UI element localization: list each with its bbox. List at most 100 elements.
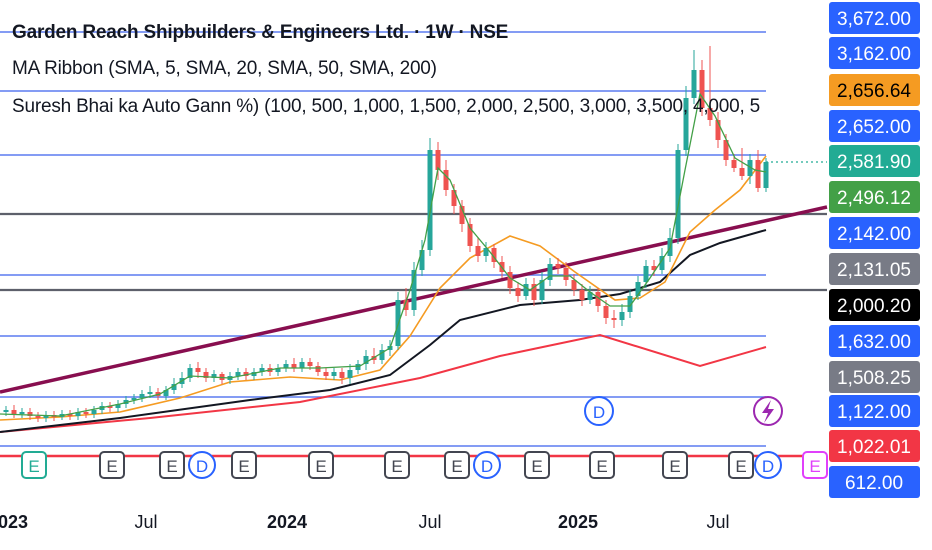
candle-up: [763, 158, 769, 192]
candle-down: [475, 238, 481, 262]
svg-text:D: D: [481, 457, 493, 476]
candle-up: [43, 411, 49, 422]
candle-up: [275, 364, 281, 376]
candle-down: [339, 368, 345, 384]
candle-up: [91, 406, 97, 418]
price-scale-label: 2,142.00: [829, 217, 920, 249]
candle-down: [555, 258, 561, 274]
svg-text:2,142.00: 2,142.00: [837, 224, 911, 245]
svg-text:2,652.00: 2,652.00: [837, 117, 911, 138]
svg-text:E: E: [669, 457, 680, 476]
candle-down: [595, 288, 601, 312]
candle-up: [539, 272, 545, 304]
candle-up: [587, 286, 593, 304]
earnings-event-marker: E: [662, 451, 688, 479]
svg-text:1,122.00: 1,122.00: [837, 402, 911, 423]
candle-up: [635, 276, 641, 300]
earnings-event-marker: E: [231, 451, 257, 479]
svg-text:E: E: [391, 457, 402, 476]
candle-up: [259, 364, 265, 376]
x-tick-label: Jul: [134, 512, 157, 532]
candle-up: [691, 50, 697, 104]
candle-up: [355, 360, 361, 374]
candle-up: [115, 400, 121, 412]
candle-down: [531, 278, 537, 306]
candle-down: [707, 46, 713, 126]
svg-text:D: D: [196, 457, 208, 476]
sma-20-line: [0, 155, 767, 421]
sma-200-line: [0, 333, 767, 433]
candle-up: [363, 350, 369, 370]
x-tick-label: 2024: [267, 512, 307, 532]
x-tick-label: Jul: [418, 512, 441, 532]
candle-down: [515, 282, 521, 302]
svg-text:E: E: [596, 457, 607, 476]
candle-down: [579, 284, 585, 306]
x-tick-label: Jul: [706, 512, 729, 532]
candle-down: [651, 260, 657, 276]
x-tick-label: 2025: [558, 512, 598, 532]
candle-up: [379, 344, 385, 364]
earnings-event-marker: E: [99, 451, 125, 479]
price-scale-label: 1,632.00: [829, 325, 920, 357]
candle-up: [139, 390, 145, 402]
sma-50-line: [0, 229, 767, 433]
candle-down: [35, 412, 41, 422]
svg-text:1,508.25: 1,508.25: [837, 368, 911, 389]
svg-text:E: E: [809, 457, 820, 476]
svg-text:1,632.00: 1,632.00: [837, 332, 911, 353]
candle-down: [459, 200, 465, 232]
candle-up: [547, 258, 553, 286]
candle-up: [675, 144, 681, 244]
price-scale-label: 612.00: [829, 466, 920, 498]
earnings-event-marker: E: [308, 451, 334, 479]
candle-up: [211, 370, 217, 382]
price-scale-label: 1,022.01: [829, 430, 920, 462]
ma-ribbon-legend[interactable]: MA Ribbon (SMA, 5, SMA, 20, SMA, 50, SMA…: [12, 58, 437, 79]
candle-down: [195, 362, 201, 378]
candle-down: [507, 266, 513, 294]
svg-text:3,162.00: 3,162.00: [837, 44, 911, 65]
svg-text:E: E: [166, 457, 177, 476]
symbol-title[interactable]: Garden Reach Shipbuilders & Engineers Lt…: [12, 22, 509, 43]
candle-up: [419, 240, 425, 276]
x-tick-label: 2023: [0, 512, 28, 532]
price-scale-label: 2,652.00: [829, 110, 920, 142]
svg-text:2,000.20: 2,000.20: [837, 296, 911, 317]
candle-down: [699, 60, 705, 116]
candle-down: [203, 368, 209, 382]
earnings-event-marker: E: [159, 451, 185, 479]
price-scale-label: 1,122.00: [829, 395, 920, 427]
gann-legend[interactable]: Suresh Bhai ka Auto Gann %) (100, 500, 1…: [12, 96, 761, 117]
dividend-marker: D: [584, 396, 614, 426]
candle-down: [611, 310, 617, 328]
candle-up: [131, 394, 137, 404]
earnings-event-marker: E: [589, 451, 615, 479]
price-scale-label: 2,496.12: [829, 181, 920, 213]
svg-text:2,131.05: 2,131.05: [837, 260, 911, 281]
candle-down: [291, 358, 297, 372]
svg-text:612.00: 612.00: [845, 473, 903, 494]
candle-down: [243, 368, 249, 380]
candle-down: [571, 274, 577, 296]
price-scale-label: 2,131.05: [829, 253, 920, 285]
candle-down: [715, 112, 721, 148]
earnings-event-marker: E: [444, 451, 470, 479]
price-scale-label: 3,672.00: [829, 2, 920, 34]
candle-down: [435, 142, 441, 180]
candle-up: [619, 304, 625, 326]
candle-up: [483, 242, 489, 262]
price-scale-label: 2,000.20: [829, 289, 920, 321]
candle-down: [467, 218, 473, 252]
candle-up: [427, 138, 433, 256]
candle-down: [83, 408, 89, 418]
earnings-event-marker: E: [384, 451, 410, 479]
svg-text:E: E: [315, 457, 326, 476]
candle-down: [315, 362, 321, 376]
svg-text:2,581.90: 2,581.90: [837, 152, 911, 173]
svg-text:E: E: [531, 457, 542, 476]
candle-down: [323, 368, 329, 380]
lightning-icon: [753, 396, 783, 426]
